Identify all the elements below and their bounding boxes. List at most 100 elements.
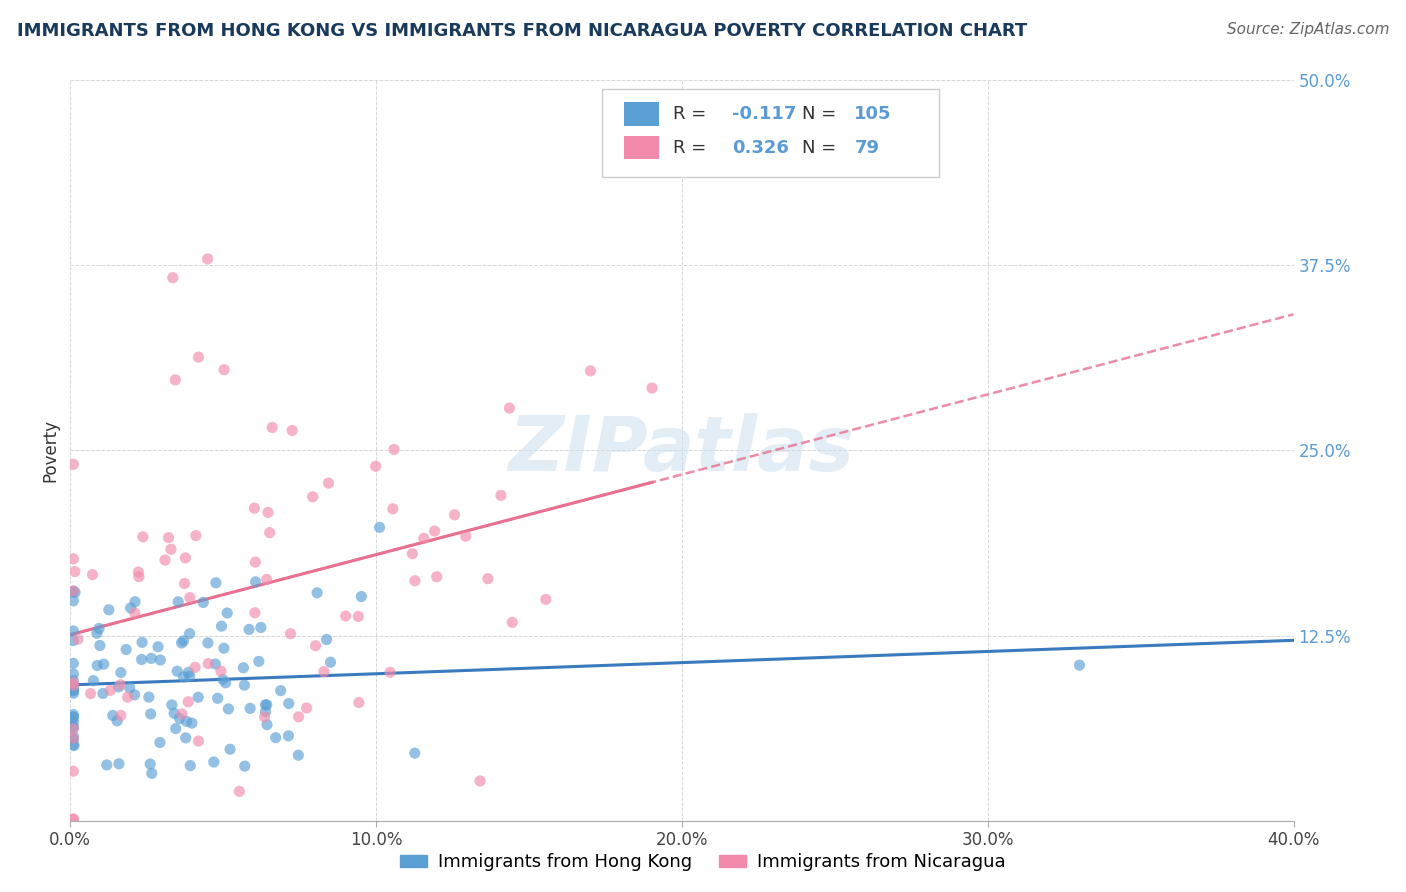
Y-axis label: Poverty: Poverty (41, 419, 59, 482)
Point (277, 697, 299, 711)
Point (62, 719, 84, 733)
Point (347, 696, 370, 710)
Point (404, 574, 426, 588)
Point (62, 667, 84, 681)
Point (262, 420, 284, 434)
Point (214, 675, 236, 690)
Point (217, 606, 239, 620)
Point (165, 722, 187, 736)
Point (89, 639, 111, 653)
Point (364, 459, 387, 474)
Point (197, 252, 219, 266)
Point (107, 680, 129, 694)
Point (139, 706, 162, 721)
Point (468, 773, 491, 788)
Point (105, 714, 128, 728)
Point (202, 755, 225, 769)
Point (117, 690, 139, 705)
Text: 105: 105 (855, 105, 891, 123)
FancyBboxPatch shape (624, 103, 658, 126)
Point (139, 757, 162, 772)
Point (62, 683, 84, 698)
Point (253, 710, 276, 724)
Point (62, 722, 84, 736)
Text: Source: ZipAtlas.com: Source: ZipAtlas.com (1226, 22, 1389, 37)
Point (110, 678, 132, 692)
Point (254, 698, 277, 712)
Point (301, 490, 323, 504)
Point (404, 746, 426, 760)
Point (423, 524, 446, 538)
Point (187, 734, 209, 748)
Point (62, 732, 84, 747)
Point (179, 591, 201, 605)
Point (124, 688, 146, 702)
Point (165, 373, 187, 387)
Point (62, 710, 84, 724)
Point (219, 742, 242, 756)
Text: R =: R = (673, 138, 713, 157)
Point (176, 714, 198, 729)
Point (280, 626, 302, 640)
Point (412, 531, 434, 545)
Point (180, 716, 202, 731)
Point (174, 550, 197, 565)
Point (62, 458, 84, 472)
Point (63, 585, 86, 599)
Point (132, 530, 155, 544)
Point (157, 531, 180, 545)
Point (579, 364, 602, 378)
Point (477, 572, 499, 586)
Point (184, 660, 207, 674)
Text: 79: 79 (855, 138, 879, 157)
Point (131, 652, 153, 666)
Point (62, 681, 84, 696)
Point (281, 424, 304, 438)
Point (443, 508, 465, 522)
Point (270, 683, 292, 698)
Point (128, 569, 150, 583)
Point (66, 632, 89, 647)
Point (62, 633, 84, 648)
Text: N =: N = (801, 105, 842, 123)
Point (233, 759, 256, 773)
Point (62, 710, 84, 724)
Point (163, 706, 186, 721)
Point (174, 731, 197, 745)
Point (217, 702, 239, 716)
Text: -0.117: -0.117 (733, 105, 796, 123)
Point (62, 812, 84, 826)
Point (62, 673, 84, 688)
Point (62, 678, 84, 692)
Point (245, 574, 267, 589)
Point (193, 595, 215, 609)
Point (259, 525, 281, 540)
Point (228, 784, 250, 798)
Point (454, 529, 477, 543)
Text: IMMIGRANTS FROM HONG KONG VS IMMIGRANTS FROM NICARAGUA POVERTY CORRELATION CHART: IMMIGRANTS FROM HONG KONG VS IMMIGRANTS … (17, 22, 1028, 40)
Point (162, 270, 184, 285)
Point (131, 635, 153, 649)
Point (62, 583, 84, 598)
Point (204, 657, 226, 671)
Point (149, 735, 172, 749)
Point (239, 701, 262, 715)
Point (172, 633, 194, 648)
Point (347, 609, 370, 624)
Point (118, 681, 141, 695)
Point (245, 555, 267, 569)
Point (534, 592, 557, 607)
Point (62, 678, 84, 692)
Point (212, 673, 235, 687)
Point (238, 623, 260, 637)
Point (115, 642, 138, 657)
Point (62, 714, 84, 729)
Point (62, 730, 84, 744)
FancyBboxPatch shape (624, 136, 658, 160)
Point (498, 401, 520, 416)
Point (82, 567, 104, 582)
Point (62, 683, 84, 698)
Point (170, 706, 193, 721)
Point (62, 594, 84, 608)
Point (209, 664, 232, 678)
